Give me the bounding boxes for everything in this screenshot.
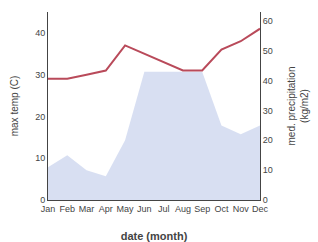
svg-text:Dec: Dec: [252, 204, 269, 214]
svg-text:30: 30: [35, 70, 45, 80]
svg-text:40: 40: [35, 28, 45, 38]
svg-text:date (month): date (month): [121, 230, 188, 242]
svg-text:0: 0: [263, 195, 268, 205]
svg-text:Jul: Jul: [158, 204, 170, 214]
svg-text:max temp (C): max temp (C): [9, 76, 20, 137]
svg-text:20: 20: [35, 112, 45, 122]
svg-text:May: May: [117, 204, 135, 214]
svg-text:0: 0: [40, 195, 45, 205]
svg-text:30: 30: [263, 106, 273, 116]
svg-text:10: 10: [263, 165, 273, 175]
svg-text:Nov: Nov: [233, 204, 250, 214]
svg-text:Mar: Mar: [79, 204, 95, 214]
svg-text:Jan: Jan: [41, 204, 56, 214]
svg-text:Oct: Oct: [214, 204, 229, 214]
svg-text:Aug: Aug: [175, 204, 191, 214]
svg-text:Apr: Apr: [99, 204, 113, 214]
svg-text:Jun: Jun: [137, 204, 152, 214]
svg-text:50: 50: [263, 46, 273, 56]
svg-text:med. precipitation(kg/m2): med. precipitation(kg/m2): [286, 67, 310, 146]
svg-text:10: 10: [35, 153, 45, 163]
svg-text:20: 20: [263, 135, 273, 145]
svg-text:60: 60: [263, 16, 273, 26]
svg-text:Feb: Feb: [60, 204, 76, 214]
svg-text:Sep: Sep: [194, 204, 210, 214]
svg-text:40: 40: [263, 76, 273, 86]
